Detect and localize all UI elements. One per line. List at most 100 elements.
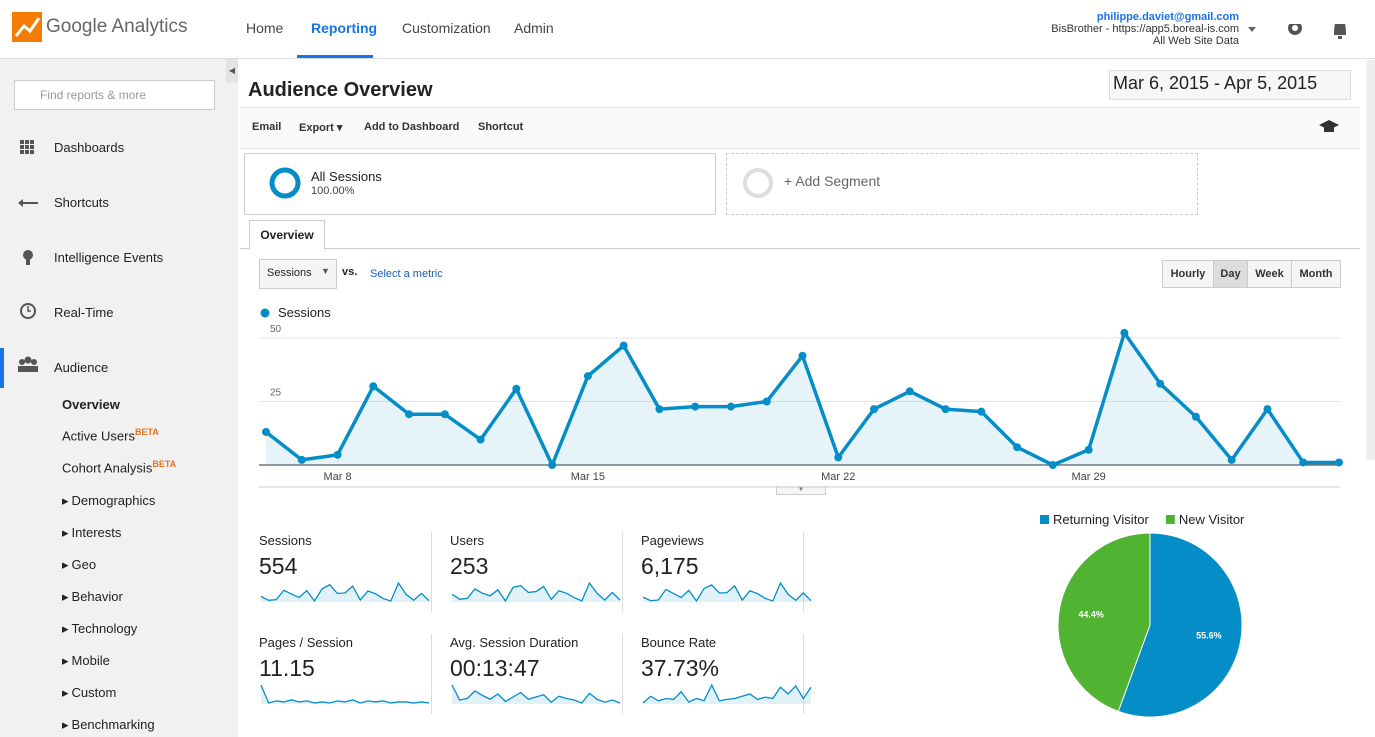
logo-text[interactable]: Google Analytics [46, 16, 188, 37]
toolbar-shortcut[interactable]: Shortcut [478, 121, 524, 133]
sidebar [0, 59, 238, 737]
sidebar-subitem[interactable]: ▸ Geo [62, 557, 97, 572]
toolbar-add[interactable]: Add to Dashboard [364, 121, 460, 133]
search-placeholder[interactable]: Find reports & more [40, 88, 147, 102]
metric-value: 253 [450, 553, 489, 579]
subitem-label[interactable]: Custom [71, 685, 117, 700]
search-box[interactable] [14, 80, 215, 110]
legend-label: Returning Visitor [1053, 512, 1150, 527]
granularity-month[interactable]: Month [1291, 260, 1341, 288]
pie-slice [1117, 532, 1243, 718]
active-indicator [0, 348, 4, 388]
toolbar-email[interactable]: Email [252, 121, 282, 133]
collapse-button[interactable]: ◀ [226, 59, 238, 83]
sparkline-area [261, 685, 429, 704]
subitem-label: Active Users [62, 428, 135, 444]
metric-divider [803, 634, 804, 714]
granularity-day[interactable]: Day [1213, 260, 1248, 288]
tab-overview[interactable]: Overview [249, 220, 325, 250]
metric-value: 554 [259, 553, 298, 579]
add-segment-card[interactable] [726, 153, 1198, 215]
line-chart: 25 50 Mar 8 Mar 15 Mar 22 Mar 29 Sessions [259, 305, 1343, 488]
sidebar-subitem[interactable]: ▸ Benchmarking [62, 717, 155, 732]
metric-divider [431, 634, 432, 714]
granularity-hourly[interactable]: Hourly [1162, 260, 1214, 288]
academy-icon[interactable] [1318, 118, 1340, 134]
granularity-week[interactable]: Week [1247, 260, 1292, 288]
date-range[interactable]: Mar 6, 2015 - Apr 5, 2015 [1113, 73, 1318, 93]
legend-swatch [1165, 515, 1175, 524]
account-email[interactable]: philippe.daviet@gmail.com [1096, 11, 1239, 23]
y-tick-label: 50 [270, 324, 282, 335]
sparkline [260, 581, 430, 603]
nav-customization[interactable]: Customization [402, 20, 491, 36]
sidebar-subitem[interactable]: ▸ Demographics [62, 493, 156, 508]
data-point [440, 410, 449, 419]
subitem-label[interactable]: Demographics [71, 493, 156, 508]
sparkline-line [642, 683, 812, 704]
data-point [1013, 443, 1022, 452]
nav-reporting[interactable]: Reporting [311, 20, 378, 36]
sparkline-line [451, 684, 621, 704]
segment-card[interactable] [244, 153, 716, 215]
pie-label: 55.6% [1196, 630, 1222, 640]
date-picker[interactable] [1109, 70, 1351, 100]
add-segment[interactable]: + Add Segment [784, 173, 881, 189]
chart-expand[interactable]: ▼ [776, 486, 826, 495]
nav-admin[interactable]: Admin [514, 20, 554, 36]
sparkline-line [451, 581, 621, 603]
data-point [262, 427, 270, 436]
subitem-label[interactable]: Behavior [71, 589, 123, 604]
sidebar-subitem[interactable]: ▸ Technology [62, 621, 138, 636]
sidebar-subitem[interactable]: Cohort AnalysisBETA [62, 459, 176, 475]
data-point [1120, 328, 1129, 337]
sidebar-item[interactable]: Intelligence Events [54, 250, 164, 265]
metric-label: Pageviews [641, 533, 704, 548]
data-point [1191, 412, 1200, 421]
sidebar-item[interactable]: Real-Time [54, 305, 114, 320]
export-label[interactable]: Export [299, 122, 334, 134]
sidebar-item[interactable]: Audience [54, 360, 109, 375]
metric-dropdown[interactable] [259, 259, 337, 289]
x-tick-label: Mar 8 [323, 471, 351, 483]
sidebar-subitem[interactable]: ▸ Interests [62, 525, 122, 540]
toolbar-export[interactable]: Export ▾ [299, 122, 343, 134]
nav-home[interactable]: Home [246, 20, 284, 36]
sidebar-item[interactable]: Dashboards [54, 140, 125, 155]
metric-label: Users [450, 533, 484, 548]
subitem-label[interactable]: Technology [71, 621, 138, 636]
data-point [941, 405, 950, 414]
sidebar-subitem[interactable]: Active UsersBETA [62, 427, 159, 443]
data-point [369, 382, 378, 391]
data-point [870, 405, 879, 414]
page-title: Audience Overview [248, 79, 433, 101]
subitem-label[interactable]: Geo [71, 557, 97, 572]
data-point [619, 341, 628, 350]
subitem-label[interactable]: Mobile [71, 653, 110, 668]
subitem-label[interactable]: Interests [71, 525, 122, 540]
pie-slice [1057, 532, 1151, 713]
data-point [1227, 455, 1236, 464]
account-view[interactable]: All Web Site Data [1152, 35, 1239, 47]
subitem-label[interactable]: Benchmarking [71, 717, 155, 732]
sidebar-subitem[interactable]: ▸ Behavior [62, 589, 123, 604]
x-tick-label: Mar 29 [1072, 471, 1106, 483]
add-segment-ring [743, 168, 773, 198]
sparkline-line [260, 581, 430, 603]
sidebar-subitem[interactable]: ▸ Mobile [62, 653, 110, 668]
sidebar-subitem[interactable]: Overview [62, 397, 120, 412]
sparkline-area [643, 685, 811, 704]
sparkline [642, 581, 812, 603]
sidebar-icons [18, 140, 38, 372]
data-point [333, 450, 342, 459]
data-point [1335, 458, 1343, 467]
sidebar-item[interactable]: Shortcuts [54, 195, 109, 210]
select-metric[interactable]: Select a metric [370, 268, 443, 280]
header-icons[interactable] [1246, 24, 1356, 48]
data-point [476, 435, 485, 444]
metric-dropdown-label[interactable]: Sessions [267, 267, 312, 279]
legend-label: Sessions [278, 305, 331, 320]
sidebar-subitem[interactable]: ▸ Custom [62, 685, 117, 700]
account-property[interactable]: BisBrother - https://app5.boreal-is.com [1051, 23, 1239, 35]
